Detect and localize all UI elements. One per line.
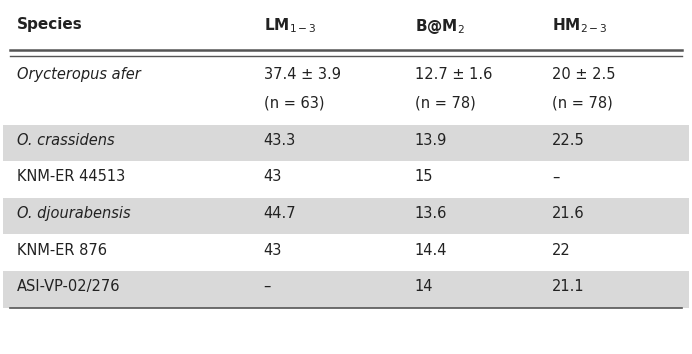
Text: 13.6: 13.6 (415, 206, 447, 221)
Text: O. crassidens: O. crassidens (17, 133, 114, 148)
Text: (n = 78): (n = 78) (415, 95, 475, 110)
Text: (n = 63): (n = 63) (264, 95, 324, 110)
Text: –: – (264, 279, 271, 294)
Text: 43: 43 (264, 242, 282, 258)
Text: 22: 22 (552, 242, 571, 258)
Text: 14: 14 (415, 279, 433, 294)
Text: 21.1: 21.1 (552, 279, 585, 294)
Text: 43: 43 (264, 169, 282, 184)
Bar (3, 198, 689, 234)
Text: Species: Species (17, 17, 82, 32)
Text: 21.6: 21.6 (552, 206, 585, 221)
Text: 44.7: 44.7 (264, 206, 296, 221)
Text: LM$_{1-3}$: LM$_{1-3}$ (264, 17, 316, 35)
Text: HM$_{2-3}$: HM$_{2-3}$ (552, 17, 608, 35)
Text: KNM-ER 44513: KNM-ER 44513 (17, 169, 125, 184)
Bar (3, 125, 689, 161)
Text: 43.3: 43.3 (264, 133, 296, 148)
Text: ASI-VP-02/276: ASI-VP-02/276 (17, 279, 120, 294)
Bar (3, 271, 689, 308)
Text: 15: 15 (415, 169, 433, 184)
Text: KNM-ER 876: KNM-ER 876 (17, 242, 107, 258)
Text: –: – (552, 169, 559, 184)
Text: 22.5: 22.5 (552, 133, 585, 148)
Text: 12.7 ± 1.6: 12.7 ± 1.6 (415, 67, 492, 82)
Text: 14.4: 14.4 (415, 242, 447, 258)
Text: (n = 78): (n = 78) (552, 95, 612, 110)
Text: B@M$_2$: B@M$_2$ (415, 17, 464, 36)
Text: Orycteropus afer: Orycteropus afer (17, 67, 140, 82)
Text: 13.9: 13.9 (415, 133, 447, 148)
Text: O. djourabensis: O. djourabensis (17, 206, 130, 221)
Text: 20 ± 2.5: 20 ± 2.5 (552, 67, 615, 82)
Text: 37.4 ± 3.9: 37.4 ± 3.9 (264, 67, 340, 82)
